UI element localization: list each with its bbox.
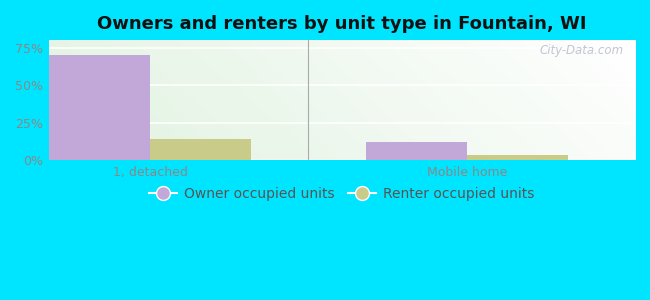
Bar <box>467 155 569 160</box>
Bar <box>150 139 252 160</box>
Title: Owners and renters by unit type in Fountain, WI: Owners and renters by unit type in Fount… <box>97 15 586 33</box>
Text: City-Data.com: City-Data.com <box>539 44 623 57</box>
Bar <box>365 142 467 160</box>
Bar <box>49 55 150 160</box>
Legend: Owner occupied units, Renter occupied units: Owner occupied units, Renter occupied un… <box>144 181 540 206</box>
